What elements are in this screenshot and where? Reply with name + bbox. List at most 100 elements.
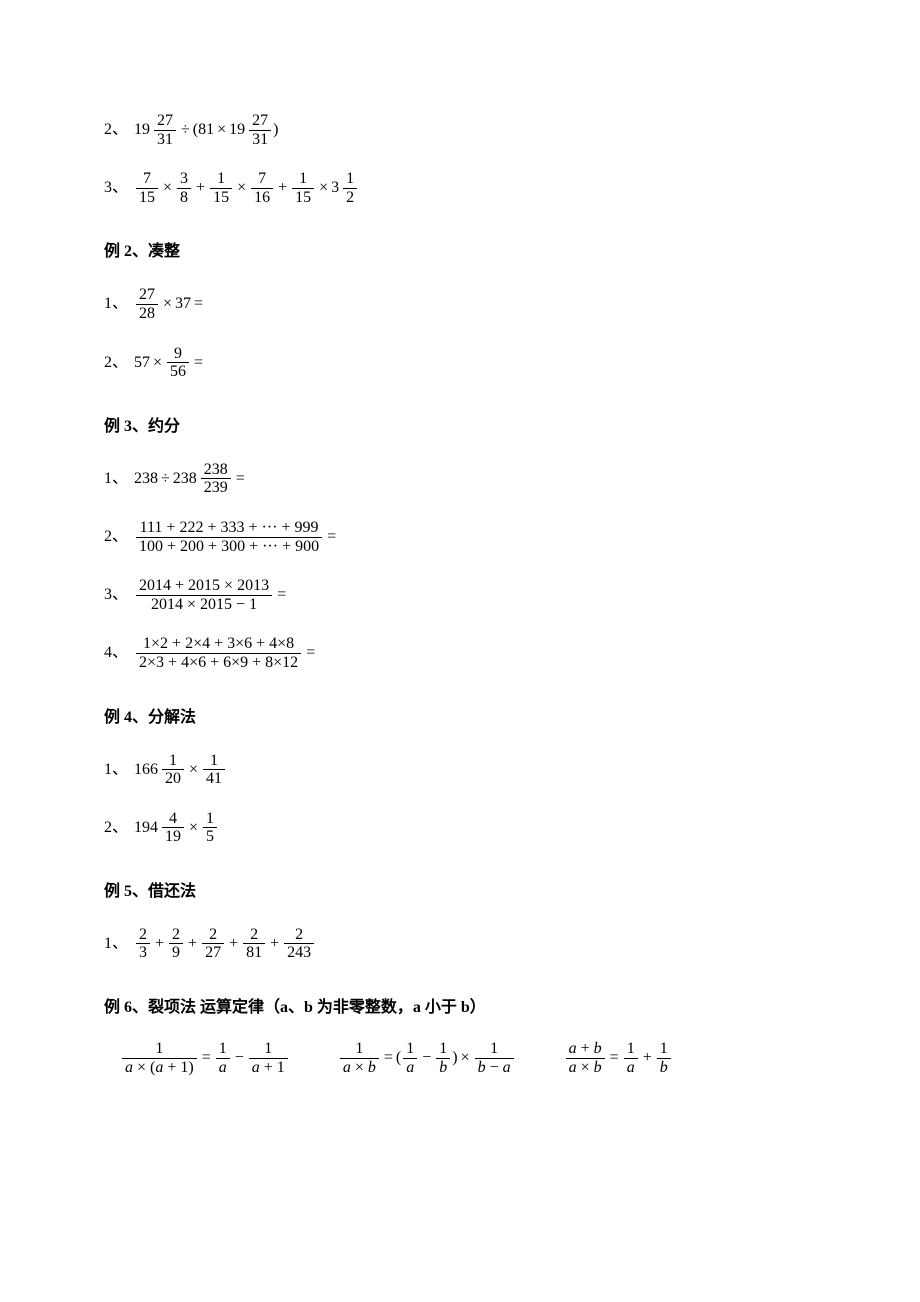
fraction: 15	[203, 810, 217, 846]
math-text: (81	[193, 118, 214, 142]
problem-line: 2、194419×15	[104, 810, 830, 846]
mixed-number: 192731	[134, 112, 178, 148]
fraction: 716	[251, 170, 273, 206]
fraction: 38	[177, 170, 191, 206]
operator: ×	[189, 816, 198, 840]
fraction: 115	[210, 170, 232, 206]
fraction: 1×2 + 2×4 + 3×6 + 4×82×3 + 4×6 + 6×9 + 8…	[136, 635, 301, 671]
problem-line: 1、166120×141	[104, 752, 830, 788]
operator: =	[236, 467, 245, 491]
item-number: 2、	[104, 816, 128, 840]
item-number: 1、	[104, 292, 128, 316]
section-heading: 例 4、分解法	[104, 706, 830, 730]
problem-line: 1、 2728×37=	[104, 286, 830, 322]
fraction: 281	[243, 926, 265, 962]
section-heading: 例 6、裂项法 运算定律（a、b 为非零整数，a 小于 b）	[104, 996, 830, 1020]
fraction: 111 + 222 + 333 + ··· + 999100 + 200 + 3…	[136, 519, 322, 555]
math-text: (	[396, 1046, 401, 1070]
operator: ×	[153, 351, 162, 375]
math-text: )	[452, 1046, 457, 1070]
problem-list: 2、192731÷(81×192731)3、715×38+115×716+115…	[104, 112, 830, 1020]
problem-line: 2、192731÷(81×192731)	[104, 112, 830, 148]
fraction: 1a × (a + 1)	[122, 1040, 197, 1076]
section-heading: 例 3、约分	[104, 415, 830, 439]
fraction: 2243	[284, 926, 314, 962]
operator: ×	[319, 176, 328, 200]
problem-line: 3、715×38+115×716+115×312	[104, 170, 830, 206]
section-heading: 例 5、借还法	[104, 880, 830, 904]
item-number: 1、	[104, 467, 128, 491]
item-number: 3、	[104, 583, 128, 607]
formula: a + ba × b=1a+1b	[564, 1040, 673, 1076]
problem-line: 1、23+29+227+281+2243	[104, 926, 830, 962]
item-number: 1、	[104, 932, 128, 956]
operator: +	[643, 1046, 652, 1070]
operator: +	[196, 176, 205, 200]
fraction: 2731	[249, 112, 271, 148]
operator: ×	[217, 118, 226, 142]
fraction: 956	[167, 345, 189, 381]
fraction: 23	[136, 926, 150, 962]
mixed-number: 166120	[134, 752, 186, 788]
operator: ×	[163, 292, 172, 316]
operator: +	[155, 932, 164, 956]
operator: ×	[237, 176, 246, 200]
fraction: 1b	[436, 1040, 450, 1076]
page-content: 2、192731÷(81×192731)3、715×38+115×716+115…	[0, 0, 920, 1156]
operator: =	[384, 1046, 393, 1070]
item-number: 2、	[104, 525, 128, 549]
math-text: 238	[134, 467, 158, 491]
item-number: 2、	[104, 351, 128, 375]
item-number: 3、	[104, 176, 128, 200]
problem-line: 2、57×956=	[104, 345, 830, 381]
operator: =	[202, 1046, 211, 1070]
operator: −	[422, 1046, 431, 1070]
operator: =	[194, 292, 203, 316]
formula: 1a × b=(1a−1b)×1b − a	[338, 1040, 516, 1076]
operator: ÷	[181, 118, 190, 142]
item-number: 2、	[104, 118, 128, 142]
operator: =	[327, 525, 336, 549]
operator: +	[229, 932, 238, 956]
fraction: 1a	[624, 1040, 638, 1076]
operator: ×	[461, 1046, 470, 1070]
problem-line: 4、1×2 + 2×4 + 3×6 + 4×82×3 + 4×6 + 6×9 +…	[104, 635, 830, 671]
fraction: 1a + 1	[249, 1040, 288, 1076]
fraction: 2731	[154, 112, 176, 148]
mixed-number: 192731	[229, 112, 273, 148]
formula: 1a × (a + 1)=1a−1a + 1	[120, 1040, 290, 1076]
fraction: 1b	[657, 1040, 671, 1076]
fraction: 715	[136, 170, 158, 206]
mixed-number: 312	[331, 170, 359, 206]
operator: +	[270, 932, 279, 956]
fraction: 29	[169, 926, 183, 962]
operator: =	[610, 1046, 619, 1070]
operator: =	[306, 641, 315, 665]
math-text: 37	[175, 292, 191, 316]
fraction: 120	[162, 752, 184, 788]
operator: +	[278, 176, 287, 200]
fraction: 1b − a	[475, 1040, 514, 1076]
problem-line: 3、 2014 + 2015 × 20132014 × 2015 − 1=	[104, 577, 830, 613]
fraction: 1a	[403, 1040, 417, 1076]
fraction: 1a	[216, 1040, 230, 1076]
fraction: a + ba × b	[566, 1040, 605, 1076]
problem-line: 2、 111 + 222 + 333 + ··· + 999100 + 200 +…	[104, 519, 830, 555]
operator: +	[188, 932, 197, 956]
item-number: 1、	[104, 758, 128, 782]
fraction: 2728	[136, 286, 158, 322]
operator: =	[277, 583, 286, 607]
fraction: 2014 + 2015 × 20132014 × 2015 − 1	[136, 577, 272, 613]
operator: −	[235, 1046, 244, 1070]
fraction: 1a × b	[340, 1040, 379, 1076]
mixed-number: 238238239	[173, 461, 233, 497]
problem-line: 1、238÷238238239=	[104, 461, 830, 497]
operator: =	[194, 351, 203, 375]
operator: ×	[189, 758, 198, 782]
section-heading: 例 2、凑整	[104, 240, 830, 264]
fraction: 141	[203, 752, 225, 788]
math-text: 57	[134, 351, 150, 375]
fraction: 115	[292, 170, 314, 206]
fraction: 419	[162, 810, 184, 846]
math-text: )	[273, 118, 278, 142]
